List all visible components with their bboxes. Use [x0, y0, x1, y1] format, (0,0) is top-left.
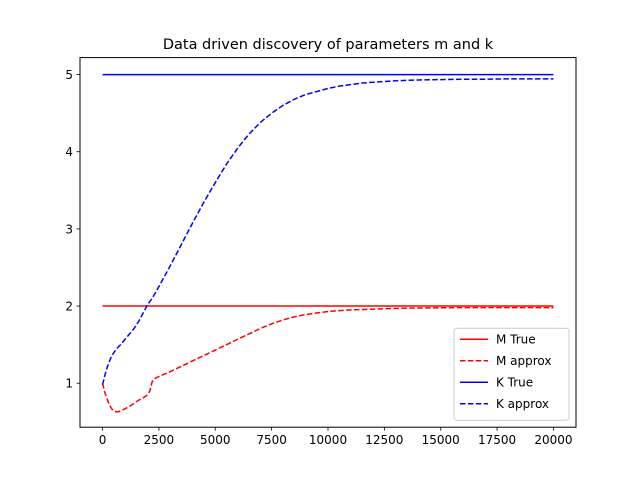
legend-label: K True	[496, 376, 533, 390]
x-tick-label: 2500	[144, 433, 175, 447]
y-tick-label: 2	[65, 300, 73, 314]
y-tick-label: 1	[65, 377, 73, 391]
legend-box	[453, 327, 570, 421]
legend: M True M approx K True K approx	[453, 327, 570, 421]
legend-label: M approx	[496, 354, 552, 368]
legend-label: K approx	[496, 397, 549, 411]
y-tick-label: 3	[65, 222, 73, 236]
x-tick-label: 12500	[365, 433, 403, 447]
x-tick-label: 5000	[200, 433, 231, 447]
x-tick-label: 10000	[309, 433, 347, 447]
legend-label: M True	[496, 333, 536, 347]
chart-title: Data driven discovery of parameters m an…	[163, 37, 494, 53]
x-tick-label: 17500	[478, 433, 516, 447]
x-tick-label: 0	[99, 433, 107, 447]
y-tick-label: 4	[65, 145, 73, 159]
series-line-m-approx	[101, 306, 554, 413]
x-tick-label: 7500	[256, 433, 287, 447]
x-tick-label: 15000	[422, 433, 460, 447]
x-tick-label: 20000	[534, 433, 572, 447]
x-axis: 0 2500 5000 7500 10000 12500 15000 17500 20000	[99, 427, 573, 447]
y-axis: 1 2 3 4 5	[65, 68, 80, 391]
y-tick-label: 5	[65, 68, 73, 82]
plot-lines	[101, 73, 554, 413]
